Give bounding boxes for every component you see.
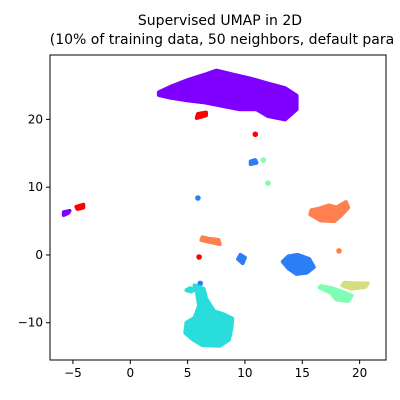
cluster-10: [199, 235, 222, 247]
cluster-7-point-1: [265, 180, 271, 186]
x-tick-label: 20: [352, 366, 367, 380]
plot-frame: [49, 54, 387, 361]
cluster-14: [317, 284, 354, 303]
cluster-13: [340, 280, 370, 291]
cluster-6-point-0: [195, 195, 201, 201]
cluster-3: [61, 208, 72, 217]
cluster-5: [248, 158, 259, 167]
clusters-layer: [61, 68, 370, 348]
x-tick-label: −5: [64, 366, 82, 380]
cluster-1: [194, 110, 208, 120]
x-tick-label: 15: [295, 366, 310, 380]
cluster-9-point-0: [336, 248, 342, 254]
x-tick-label: 0: [126, 366, 134, 380]
x-axis: −5 0 5 10 15 20: [64, 360, 367, 380]
y-tick-label: −10: [18, 316, 43, 330]
cluster-7-point-0: [260, 157, 267, 163]
cluster-12: [236, 252, 247, 266]
cluster-8: [308, 200, 351, 224]
cluster-4: [74, 202, 86, 211]
cluster-15: [184, 286, 197, 294]
y-tick-label: 0: [35, 248, 43, 262]
cluster-2-point-1: [196, 254, 202, 260]
y-axis: −10 0 10 20: [18, 112, 50, 330]
cluster-2-point-0: [252, 131, 259, 138]
chart-subtitle: (10% of training data, 50 neighbors, def…: [49, 32, 395, 48]
cluster-6-point-1: [197, 280, 203, 287]
cluster-0: [156, 68, 299, 122]
cluster-16: [183, 283, 235, 348]
cluster-11: [280, 252, 316, 276]
y-tick-label: 10: [28, 180, 43, 194]
x-tick-label: 5: [184, 366, 192, 380]
y-tick-label: 20: [28, 112, 43, 126]
x-tick-label: 10: [237, 366, 252, 380]
chart-title: Supervised UMAP in 2D: [137, 13, 303, 29]
